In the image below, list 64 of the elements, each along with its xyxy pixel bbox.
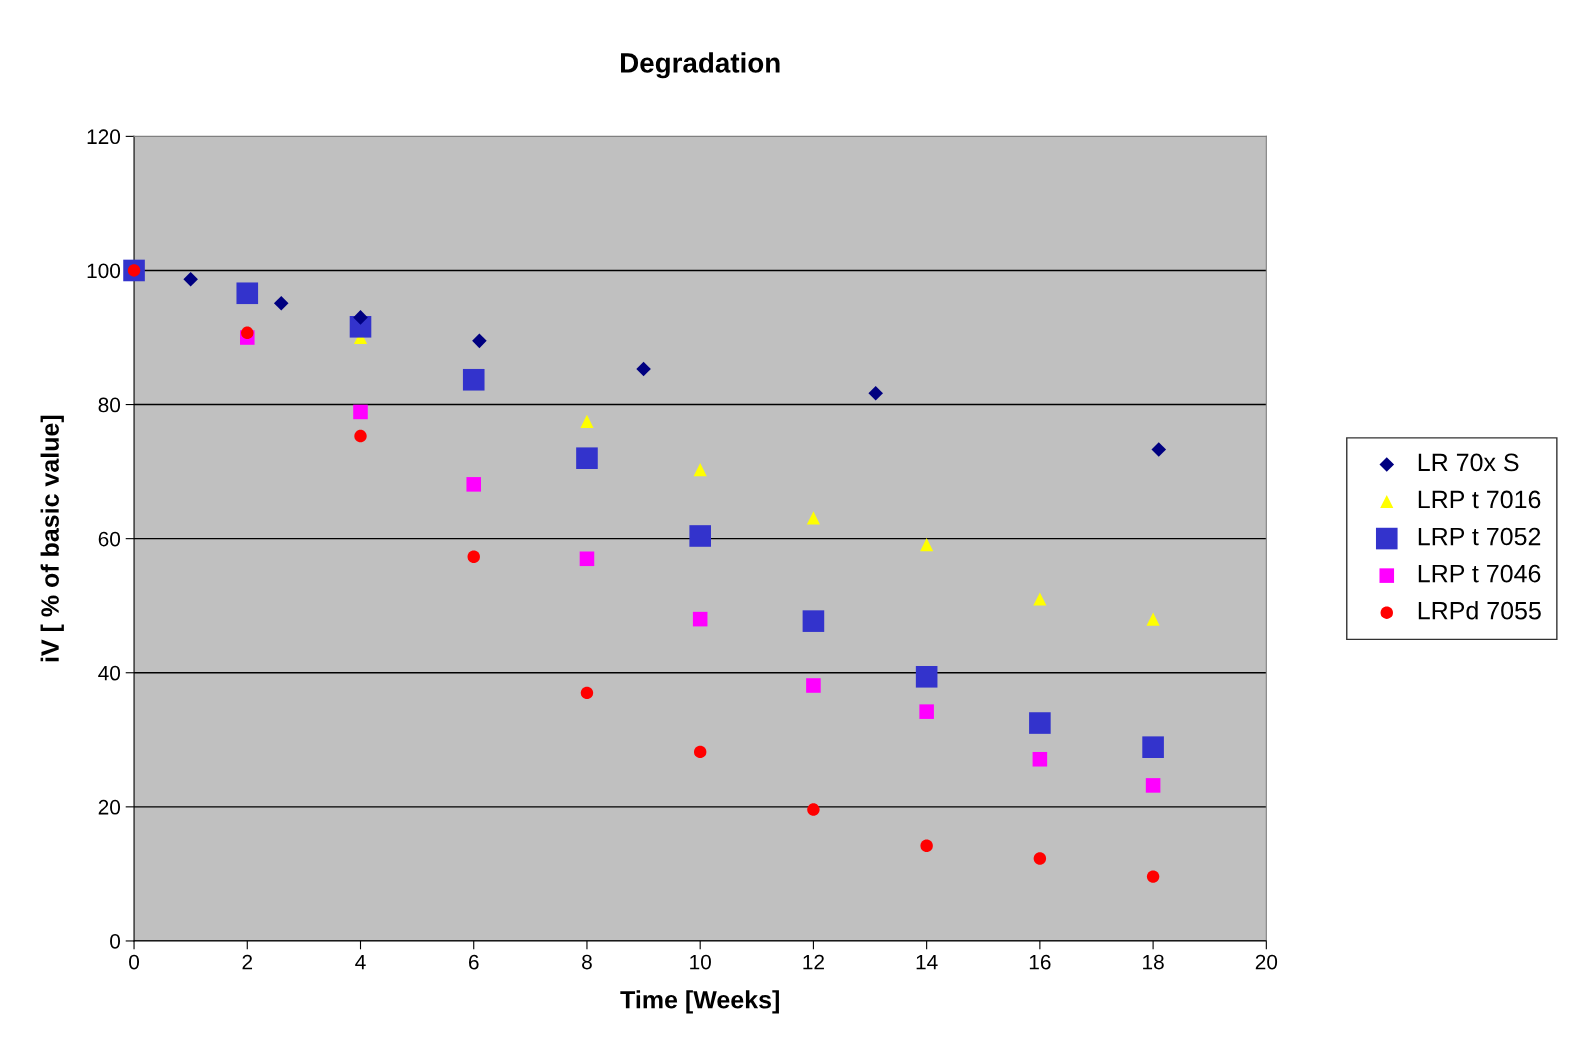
point <box>1146 612 1160 626</box>
point <box>580 414 594 428</box>
point <box>1029 712 1051 734</box>
x-tick-label: 18 <box>1143 954 1164 970</box>
point <box>462 368 485 391</box>
chart-title: Degradation <box>621 52 780 79</box>
point <box>636 361 651 377</box>
point <box>1033 852 1047 865</box>
y-tick-label: 0 <box>110 933 121 949</box>
point <box>467 550 480 563</box>
y-axis-title: iV [ % of basic value] <box>40 415 64 662</box>
legend-label: LRP t 7052 <box>1418 527 1541 546</box>
point <box>1146 870 1160 883</box>
point <box>1033 592 1047 606</box>
point <box>693 745 707 759</box>
x-tick-label: 0 <box>129 954 140 970</box>
point <box>580 686 594 700</box>
point <box>1151 442 1167 457</box>
point <box>236 282 259 305</box>
legend-label: LRP t 7016 <box>1418 490 1541 509</box>
x-tick-label: 10 <box>690 954 711 970</box>
point <box>806 678 821 693</box>
point <box>920 538 934 552</box>
point <box>466 477 482 492</box>
point <box>353 404 368 420</box>
y-tick-label: 40 <box>98 665 121 681</box>
x-tick-label: 4 <box>355 954 366 970</box>
point <box>806 511 820 525</box>
x-tick-label: 12 <box>803 954 824 970</box>
y-tick-label: 60 <box>98 531 121 547</box>
point <box>802 610 825 632</box>
point <box>807 803 820 816</box>
y-tick-label: 80 <box>98 397 121 413</box>
point <box>353 310 368 325</box>
x-tick-label: 14 <box>916 954 938 970</box>
x-tick-label: 8 <box>582 954 592 970</box>
point <box>579 551 595 567</box>
x-tick-label: 20 <box>1255 954 1278 970</box>
x-tick-label: 2 <box>242 954 253 970</box>
y-tick-label: 120 <box>87 129 121 145</box>
x-axis-title: Time [Weeks] <box>620 990 779 1014</box>
point <box>693 463 707 477</box>
point <box>354 429 367 443</box>
point <box>915 665 938 688</box>
legend-label: LR 70x S <box>1418 453 1519 472</box>
legend-label: LRP t 7046 <box>1418 564 1541 583</box>
point <box>919 704 934 719</box>
point <box>183 271 198 287</box>
point <box>241 326 254 340</box>
point <box>1142 736 1164 758</box>
y-tick-label: 100 <box>87 263 121 279</box>
point <box>1145 778 1161 793</box>
point <box>1032 751 1048 767</box>
point <box>689 525 711 547</box>
x-tick-label: 6 <box>469 954 479 970</box>
point <box>868 385 883 401</box>
y-tick-label: 20 <box>98 799 121 815</box>
point <box>920 839 933 852</box>
point <box>576 447 598 470</box>
point <box>472 333 487 349</box>
legend-label: LRPd 7055 <box>1418 601 1541 620</box>
point <box>692 611 708 627</box>
point <box>273 296 289 311</box>
x-tick-label: 16 <box>1029 954 1051 970</box>
